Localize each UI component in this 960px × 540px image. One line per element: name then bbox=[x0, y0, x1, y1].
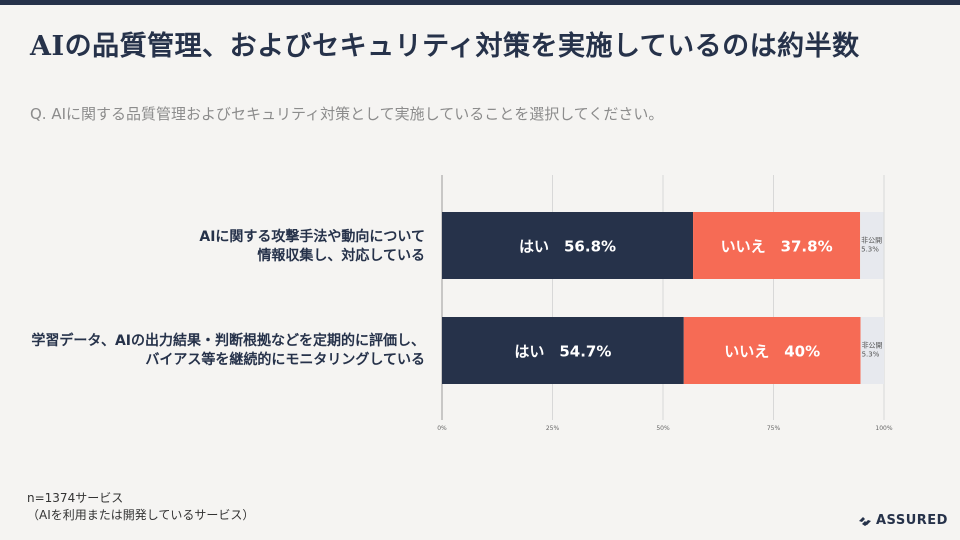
brand-name: ASSURED bbox=[876, 513, 948, 528]
category-label-1: AIに関する攻撃手法や動向について 情報収集し、対応している bbox=[199, 228, 425, 266]
data-label-2-series-3-name: 非公開 bbox=[862, 341, 883, 350]
top-accent-bar bbox=[0, 0, 960, 5]
bar-1-series-3 bbox=[860, 212, 884, 279]
data-label-1-series-2: いいえ 37.8% bbox=[721, 238, 833, 256]
data-label-2-series-3-value: 5.3% bbox=[862, 351, 880, 359]
data-label-1-series-1: はい 56.8% bbox=[519, 238, 616, 256]
data-label-1-series-3-name: 非公開 bbox=[861, 236, 882, 245]
bar-2-series-3 bbox=[860, 317, 884, 384]
category-label-2: 学習データ、AIの出力結果・判断根拠などを定期的に評価し、 バイアス等を継続的に… bbox=[31, 332, 425, 370]
bar-2-series-1 bbox=[442, 317, 684, 384]
bar-1-series-2 bbox=[693, 212, 861, 279]
category-label-1-line1: AIに関する攻撃手法や動向について bbox=[199, 229, 425, 245]
x-tick-label-4: 100% bbox=[875, 425, 892, 432]
assured-logo-icon bbox=[859, 516, 871, 526]
question-text: Q. AIに関する品質管理およびセキュリティ対策として実施していることを選択して… bbox=[30, 105, 664, 123]
x-tick-label-1: 25% bbox=[546, 425, 560, 432]
category-label-1-line2: 情報収集し、対応している bbox=[257, 248, 425, 264]
sample-size: n=1374サービス bbox=[27, 491, 124, 505]
x-tick-label-3: 75% bbox=[767, 425, 781, 432]
data-label-2-series-2: いいえ 40% bbox=[724, 343, 820, 361]
category-label-2-line1: 学習データ、AIの出力結果・判断根拠などを定期的に評価し、 bbox=[31, 333, 425, 349]
category-label-2-line2: バイアス等を継続的にモニタリングしている bbox=[145, 352, 425, 368]
page-title: AIの品質管理、およびセキュリティ対策を実施しているのは約半数 bbox=[30, 31, 860, 62]
bar-1-series-1 bbox=[442, 212, 694, 279]
sample-note: n=1374サービス （AIを利用または開発しているサービス） bbox=[27, 490, 254, 524]
data-label-2-series-1: はい 54.7% bbox=[514, 343, 611, 361]
x-tick-label-0: 0% bbox=[437, 425, 447, 432]
x-tick-label-2: 50% bbox=[656, 425, 670, 432]
sample-description: （AIを利用または開発しているサービス） bbox=[27, 508, 255, 522]
brand-logo: ASSURED bbox=[858, 513, 948, 528]
data-label-1-series-3-value: 5.3% bbox=[861, 246, 879, 254]
bar-2-series-2 bbox=[683, 317, 861, 384]
